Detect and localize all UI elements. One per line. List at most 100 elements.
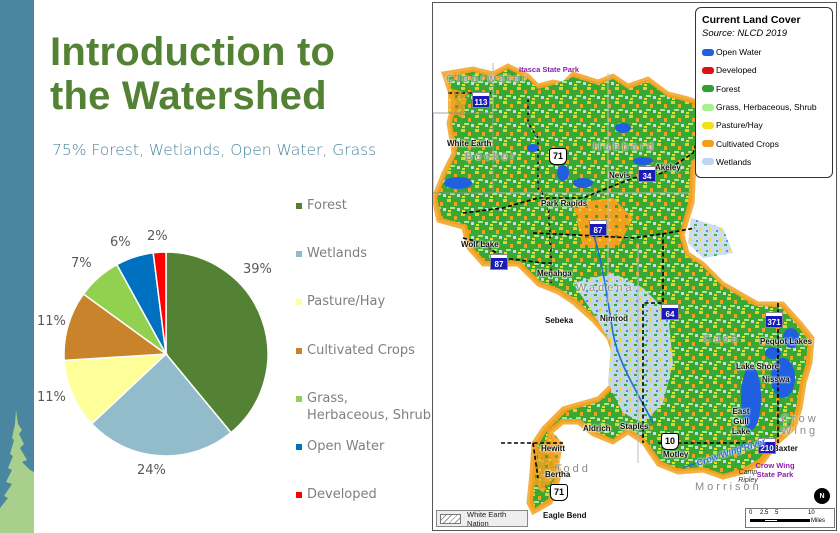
scale-tick: 5 [775,510,779,516]
place-pequot-lakes: Pequot Lakes [760,337,813,346]
place-sebeka: Sebeka [545,316,574,325]
legend-item-open-water: Open Water [296,438,384,455]
map-legend-label: Grass, Herbaceous, Shrub [716,102,817,113]
map-legend-source: Source: NLCD 2019 [702,28,788,39]
place-nisswa: Nisswa [762,375,790,384]
legend-label-line2: Herbaceous, Shrub [307,408,432,423]
pie-label-crops: 11% [37,314,66,329]
map-legend-label: Cultivated Crops [716,138,779,149]
legend-item-pasture: Pasture/Hay [296,293,385,310]
camp-ripley-label: Camp Ripley [738,469,758,484]
scale-tick: 10 [808,510,815,516]
place-lake-shore: Lake Shore [736,362,780,371]
map-legend-item-pasture: Pasture/Hay [702,116,826,134]
watershed-map-graphic [433,63,815,516]
legend-item-developed: Developed [296,486,377,503]
map-legend-label: Forest [716,83,741,94]
map-legend-item-crops: Cultivated Crops [702,134,826,152]
legend-label: Developed [307,487,377,502]
us-10-shield: 10 [661,433,679,450]
scale-bar: 0 2.5 5 10 Miles [745,508,835,528]
pie-label-wetlands: 24% [137,463,166,478]
pie-slice-forest [165,251,269,434]
place-hewitt: Hewitt [541,444,565,453]
place-wolf-lake: Wolf Lake [461,240,499,249]
reservation-legend: White Earth Nation [436,510,528,528]
map-swatch-developed [702,66,714,74]
highway-87-shield: 87 [589,220,607,236]
legend-swatch-grass [296,396,302,402]
place-menahga: Menahga [537,269,572,278]
map-legend-item-wetlands: Wetlands [702,153,826,171]
north-arrow-icon: N [814,488,830,504]
legend-swatch-forest [296,203,302,209]
map-legend: Current Land Cover Source: NLCD 2019 Ope… [695,7,833,178]
county-becker: Becker [465,151,518,163]
map-legend-item-forest: Forest [702,80,826,98]
highway-64-shield: 64 [661,304,679,320]
map-legend-label: Developed [716,65,757,76]
legend-label: Forest [307,198,347,213]
pie-label-grass: 7% [71,256,92,271]
county-hubbard: Hubbard [593,141,657,153]
title-line-1: Introduction to [50,30,336,74]
pie-graphic [63,251,269,457]
pie-label-pasture: 11% [37,390,66,405]
legend-swatch-pasture [296,299,302,305]
park-crow-wing-label: Crow Wing State Park [755,461,795,479]
map-swatch-wetlands [702,158,714,166]
slide-subtitle: 75% Forest, Wetlands, Open Water, Grass [52,141,377,159]
map-legend-title: Current Land Cover [702,14,801,26]
legend-label: Cultivated Crops [307,343,415,358]
legend-label: Open Water [307,439,385,454]
pie-label-developed: 2% [147,229,168,244]
hatch-swatch-icon [440,513,462,524]
map-swatch-grass [702,103,714,111]
legend-label-line1: Grass, [307,391,349,406]
pie-label-forest: 39% [243,262,272,277]
park-itasca-label: Itasca State Park [519,65,580,74]
highway-113-shield: 113 [472,92,490,108]
pie-slice-cultivated-crops [63,292,169,362]
pie-slice-pasture-hay [63,353,169,425]
county-clearwater: Clearwater [446,73,530,85]
map-swatch-pasture [702,121,714,129]
map-legend-item-open-water: Open Water [702,43,826,61]
county-morrison: Morrison [695,481,762,493]
land-cover-pie-chart: 39% 24% 11% 11% 7% 6% 2% [37,220,300,500]
map-legend-label: Wetlands [716,156,752,167]
legend-swatch-wetlands [296,251,302,257]
title-line-2: the Watershed [50,74,327,118]
scale-unit: Miles [811,518,826,524]
park-crow-wing: Crow Wing State Park [755,461,795,479]
pie-slice-developed [152,251,167,355]
place-nevis: Nevis [609,171,631,180]
legend-item-forest: Forest [296,197,347,214]
legend-item-crops: Cultivated Crops [296,342,415,359]
place-eagle-bend: Eagle Bend [543,511,587,520]
county-todd: Todd [555,463,591,475]
legend-swatch-crops [296,348,302,354]
scale-tick: 0 [749,510,753,516]
land-cover-map: Clearwater Becker Hubbard Wadena Cass Cr… [432,2,837,531]
legend-swatch-open-water [296,444,302,450]
legend-swatch-developed [296,492,302,498]
highway-371-shield: 371 [765,312,783,328]
place-park-rapids: Park Rapids [541,199,588,208]
place-bertha: Bertha [545,470,571,479]
map-swatch-crops [702,140,714,148]
place-motley: Motley [663,450,689,459]
legend-item-grass: Grass, Herbaceous, Shrub [296,390,431,424]
legend-item-wetlands: Wetlands [296,245,367,262]
highway-87-west-shield: 87 [490,254,508,270]
place-aldrich: Aldrich [583,424,611,433]
highway-210-shield: 210 [758,438,776,454]
pie-label-open-water: 6% [110,235,131,250]
highway-34-shield: 34 [638,166,656,182]
map-legend-label: Pasture/Hay [716,120,763,131]
legend-label: Wetlands [307,246,368,261]
county-wadena: Wadena [576,282,635,294]
county-crow-wing: Crow Wing [781,413,819,437]
legend-label: Grass, Herbaceous, Shrub [307,390,431,424]
county-cass: Cass [703,333,741,345]
